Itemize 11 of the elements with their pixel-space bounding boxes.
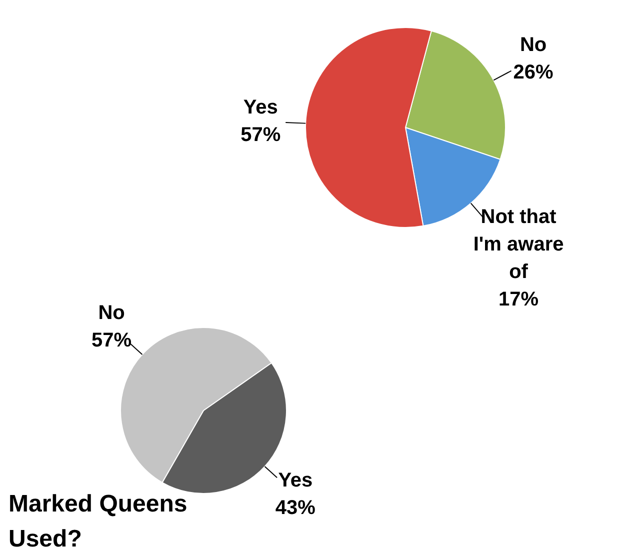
slice-label: No (98, 302, 125, 324)
slice-label: Yes (243, 96, 278, 119)
data-label: 57% (240, 124, 281, 146)
slice-label: Yes (278, 470, 313, 492)
data-label: 17% (498, 288, 539, 311)
data-label: 57% (92, 329, 132, 352)
data-label: 43% (275, 497, 316, 520)
slice-label: No (520, 34, 547, 56)
text: Marked Queens Used? (8, 490, 188, 552)
slice-label: Not that I'm aware of (473, 206, 564, 284)
data-label: 26% (513, 62, 554, 84)
